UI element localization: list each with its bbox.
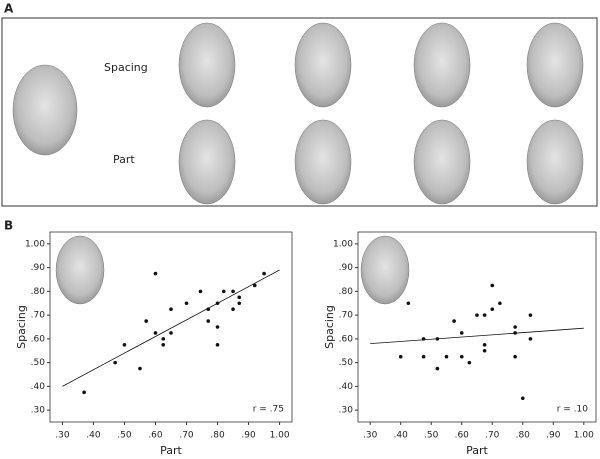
y-tick-label: .30: [31, 406, 46, 416]
x-tick-label: .40: [394, 431, 409, 441]
point: [520, 396, 525, 401]
x-axis-label: Part: [466, 444, 488, 457]
point: [221, 289, 226, 294]
x-axis-label: Part: [160, 444, 182, 457]
row-label: Part: [113, 153, 135, 166]
panel-frame: [1, 17, 598, 207]
panel-label: B: [4, 219, 13, 233]
y-tick-label: .40: [339, 382, 354, 392]
x-tick-label: .90: [546, 431, 561, 441]
point: [513, 354, 517, 359]
point: [161, 337, 166, 341]
y-tick-label: .30: [339, 406, 354, 416]
point: [113, 360, 117, 365]
point: [138, 366, 142, 371]
y-tick-label: .90: [31, 263, 46, 273]
point: [498, 301, 502, 306]
point: [398, 354, 403, 359]
point: [169, 331, 173, 335]
y-tick-label: 1.00: [333, 239, 353, 249]
x-tick-label: 1.00: [270, 431, 290, 441]
y-axis-label: Spacing: [323, 305, 336, 349]
point: [252, 283, 257, 288]
fit-line: [370, 327, 584, 345]
fit-line: [62, 269, 280, 387]
point: [215, 325, 220, 329]
point: [237, 295, 242, 300]
x-tick-label: 1.00: [574, 431, 594, 441]
point: [184, 301, 189, 306]
row-label: Spacing: [104, 61, 148, 74]
point: [459, 354, 464, 359]
point: [490, 283, 495, 288]
point: [82, 390, 86, 395]
point: [231, 307, 235, 311]
point: [206, 319, 211, 323]
point: [153, 271, 158, 276]
point: [144, 319, 148, 323]
y-tick-label: .90: [339, 263, 354, 273]
annotation: r = .75: [253, 405, 284, 415]
faces: [12, 22, 584, 305]
x-tick-label: .50: [424, 431, 439, 441]
point: [435, 366, 440, 371]
point: [482, 313, 487, 317]
y-tick-label: .50: [31, 358, 46, 368]
y-tick-label: .80: [31, 287, 46, 297]
annotation: r = .10: [557, 405, 589, 415]
point: [528, 337, 533, 341]
x-tick-label: .40: [86, 431, 101, 441]
point: [262, 271, 266, 276]
y-tick-label: .60: [339, 334, 354, 344]
x-tick-label: .80: [516, 431, 531, 441]
point: [452, 319, 456, 323]
y-tick-label: .80: [339, 287, 354, 297]
y-tick-label: .50: [339, 358, 354, 368]
x-tick-label: .70: [179, 431, 194, 441]
point: [231, 289, 235, 294]
plot-frame: [49, 231, 293, 423]
x-tick-label: .70: [485, 431, 500, 441]
point: [444, 354, 449, 359]
y-tick-label: .60: [31, 334, 46, 344]
x-tick-label: .50: [117, 431, 132, 441]
x-tick-label: .90: [241, 431, 256, 441]
point: [475, 313, 479, 317]
x-tick-label: .80: [210, 431, 225, 441]
point: [482, 348, 487, 353]
point: [513, 325, 517, 329]
point: [237, 301, 242, 306]
y-tick-label: .40: [31, 382, 46, 392]
point: [528, 313, 533, 317]
point: [459, 331, 464, 335]
point: [122, 343, 127, 347]
point: [467, 360, 472, 365]
point: [406, 301, 411, 306]
y-tick-label: .70: [31, 311, 46, 321]
x-tick-label: .30: [363, 431, 378, 441]
point: [198, 289, 203, 294]
x-tick-label: .60: [148, 431, 163, 441]
point: [161, 343, 166, 347]
point: [421, 354, 426, 359]
y-tick-label: 1.00: [25, 239, 45, 249]
point: [482, 343, 487, 347]
point: [215, 343, 220, 347]
plot-frame: [357, 231, 597, 423]
x-tick-label: .30: [55, 431, 70, 441]
panel-label: A: [4, 2, 14, 16]
point: [490, 307, 495, 311]
point: [153, 331, 158, 335]
y-axis-label: Spacing: [15, 305, 28, 349]
y-tick-label: .70: [339, 311, 354, 321]
x-tick-label: .60: [455, 431, 470, 441]
point: [169, 307, 173, 311]
